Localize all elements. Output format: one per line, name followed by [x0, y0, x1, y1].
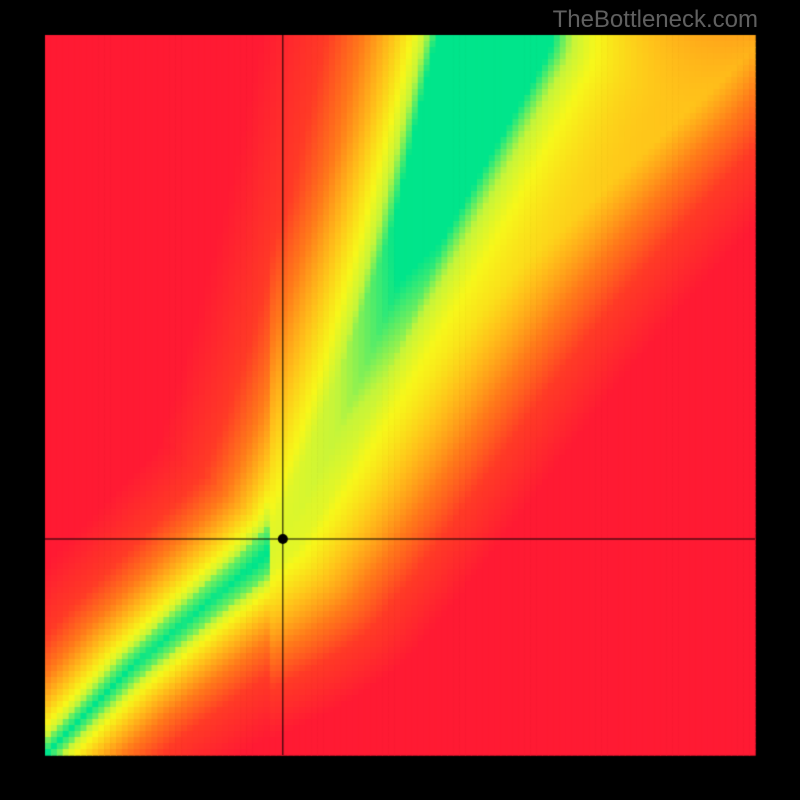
watermark-text: TheBottleneck.com — [553, 6, 758, 34]
chart-container: TheBottleneck.com — [0, 0, 800, 800]
bottleneck-heatmap — [0, 0, 800, 800]
